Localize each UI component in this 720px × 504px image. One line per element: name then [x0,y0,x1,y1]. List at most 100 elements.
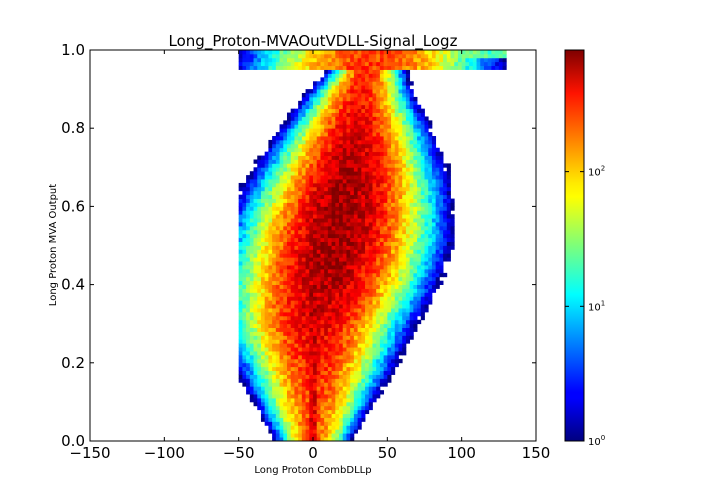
heatmap-cell [391,210,396,215]
heatmap-cell [327,175,332,180]
heatmap-cell [402,93,407,98]
heatmap-cell [286,225,292,231]
heatmap-cell [275,327,280,332]
heatmap-cell [409,202,414,207]
heatmap-cell [301,315,306,321]
heatmap-cell [331,382,336,387]
heatmap-cell [402,179,407,184]
heatmap-cell [357,319,362,325]
heatmap-cell [383,288,388,293]
heatmap-cell [346,132,351,137]
heatmap-cell [368,394,373,399]
heatmap-cell [320,229,325,235]
heatmap-cell [387,171,392,176]
heatmap-cell [394,284,399,289]
heatmap-cell [361,315,366,321]
heatmap-cell [272,155,277,160]
heatmap-cell [286,311,292,317]
heatmap-cell [383,268,388,274]
heatmap-cell [290,57,295,63]
heatmap-cell [387,261,392,266]
heatmap-cell [313,190,318,196]
heatmap-cell [320,96,325,102]
heatmap-cell [353,425,358,430]
heatmap-cell [327,374,332,379]
heatmap-cell [275,155,280,160]
heatmap-cell [379,143,385,149]
heatmap-cell [257,167,262,172]
heatmap-cell [324,319,329,325]
heatmap-cell [335,214,340,219]
heatmap-cell [339,354,344,360]
heatmap-cell [431,237,437,242]
heatmap-cell [309,276,314,282]
heatmap-cell [342,421,347,426]
heatmap-cell [424,182,429,188]
heatmap-cell [272,354,277,360]
heatmap-cell [309,100,314,106]
heatmap-cell [286,222,292,227]
heatmap-cell [394,81,399,86]
heatmap-cell [309,132,314,137]
heatmap-cell [283,175,288,180]
heatmap-cell [342,155,347,160]
heatmap-cell [443,61,448,67]
heatmap-cell [309,339,314,344]
heatmap-cell [372,390,377,395]
heatmap-cell [357,362,362,368]
heatmap-cell [342,319,347,325]
heatmap-cell [268,257,273,262]
heatmap-cell [417,280,422,285]
heatmap-cell [361,397,366,403]
heatmap-cell [368,136,373,141]
heatmap-cell [309,50,314,55]
heatmap-cell [257,218,262,223]
heatmap-cell [316,272,321,278]
heatmap-cell [368,331,373,336]
heatmap-cell [346,257,351,262]
heatmap-cell [376,182,381,188]
heatmap-cell [353,93,358,98]
heatmap-cell [368,198,373,203]
heatmap-cell [268,394,273,399]
heatmap-cell [428,214,433,219]
heatmap-cell [424,139,429,145]
heatmap-cell [372,362,377,368]
heatmap-cell [279,225,284,231]
heatmap-cell [268,272,273,278]
heatmap-cell [324,378,329,383]
heatmap-cell [469,57,474,63]
heatmap-cell [365,409,370,415]
heatmap-cell [387,354,392,360]
heatmap-cell [331,339,336,344]
heatmap-cell [346,343,351,348]
heatmap-cell [246,366,251,372]
heatmap-cell [402,155,407,160]
heatmap-cell [320,397,325,403]
heatmap-cell [309,311,314,317]
heatmap-cell [286,198,292,203]
heatmap-cell [313,233,318,239]
heatmap-cell [361,182,366,188]
heatmap-cell [253,343,258,348]
heatmap-cell [249,311,254,317]
heatmap-cell [409,198,414,203]
heatmap-cell [383,132,388,137]
heatmap-cell [298,155,303,160]
heatmap-cell [457,57,463,63]
heatmap-cell [320,370,325,375]
heatmap-cell [398,147,403,153]
heatmap-cell [346,65,351,70]
heatmap-cell [298,335,303,340]
heatmap-cell [376,370,381,375]
heatmap-cell [398,89,403,94]
heatmap-cell [327,229,332,235]
heatmap-cell [279,331,284,336]
heatmap-cell [431,268,437,274]
heatmap-cell [316,417,321,422]
heatmap-cell [383,108,388,113]
heatmap-cell [257,331,262,336]
heatmap-cell [428,163,433,168]
heatmap-cell [365,351,370,356]
heatmap-cell [309,382,314,387]
